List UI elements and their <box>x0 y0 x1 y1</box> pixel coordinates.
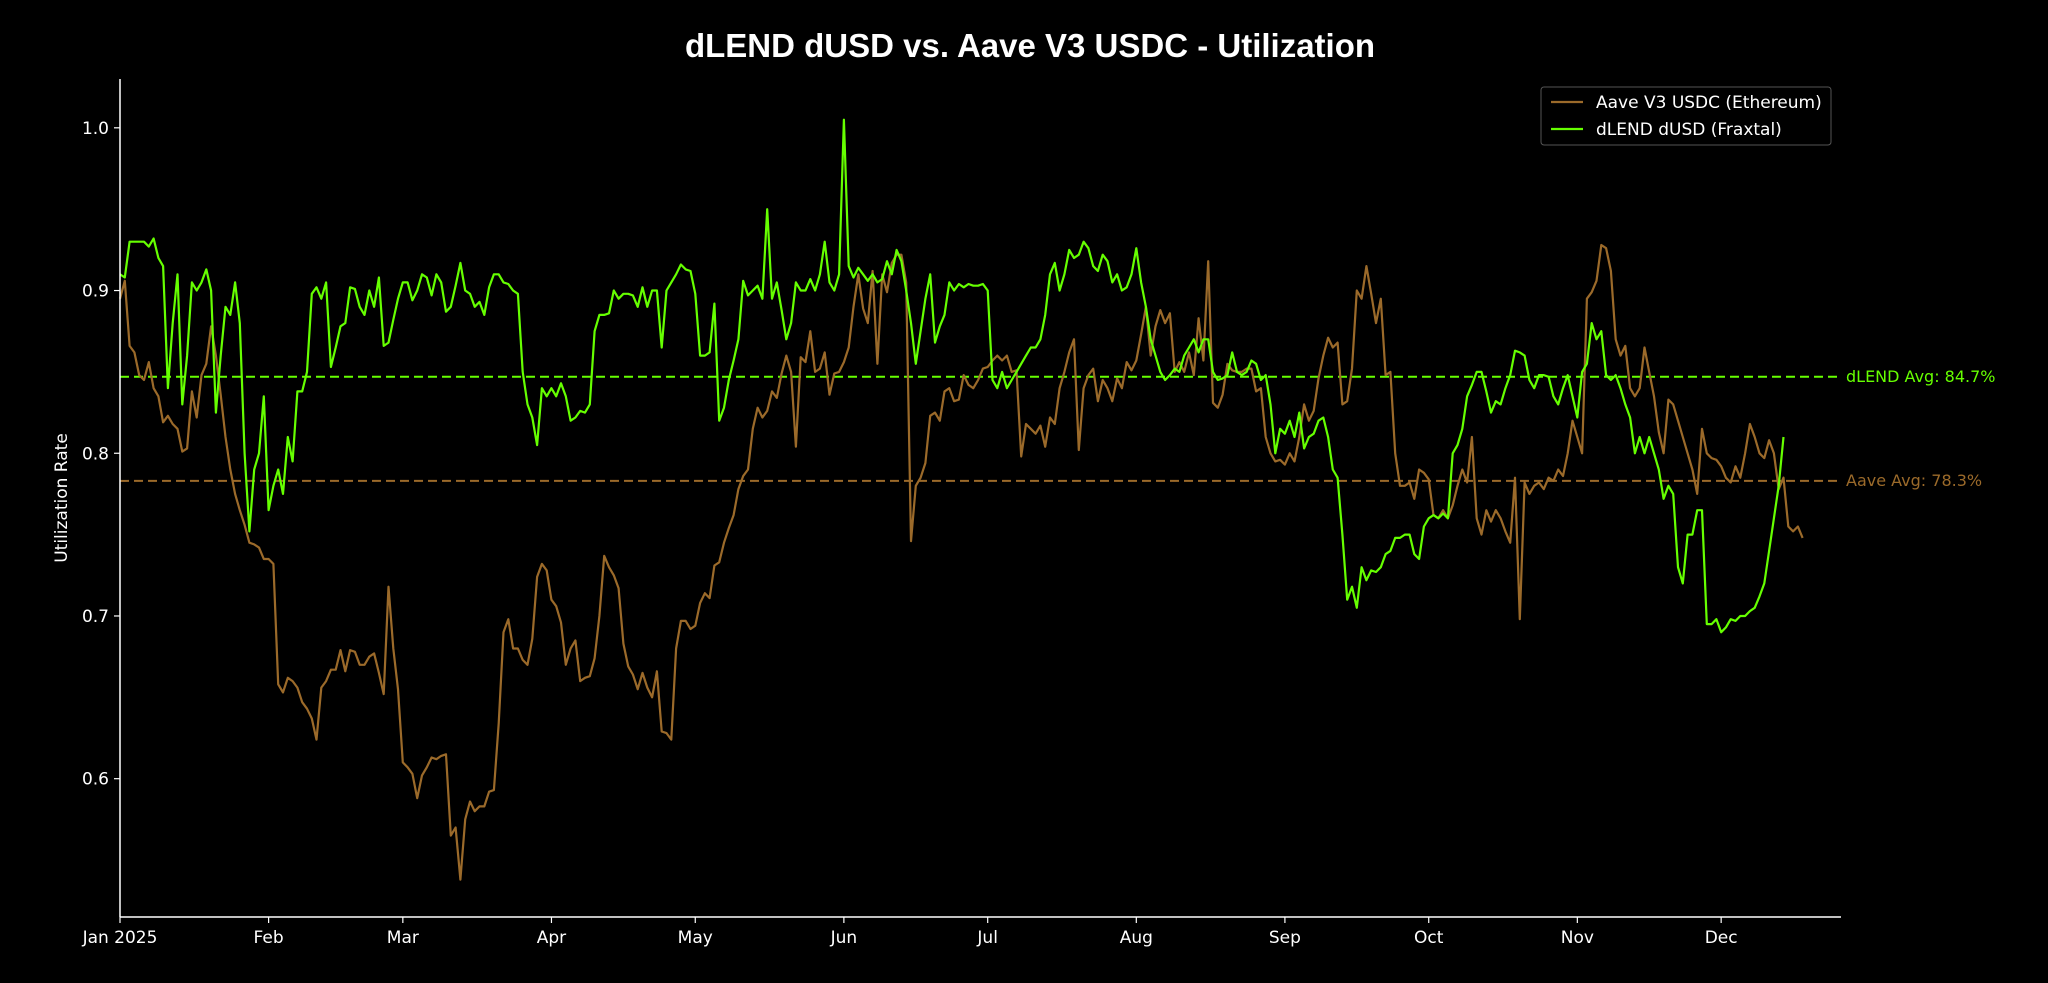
x-tick-label: Jul <box>976 928 998 948</box>
x-tick-label: Oct <box>1414 928 1444 948</box>
axes: 0.6 0.7 0.8 0.9 1.0 Jan 2025 Feb Mar Apr May Jun Ju… <box>82 79 1841 948</box>
dlend-dusd-fraxtal-series-line <box>119 118 1785 634</box>
legend-box <box>1540 86 1832 146</box>
y-tick-label: 0.9 <box>82 282 109 302</box>
x-tick-label: Aug <box>1120 928 1153 948</box>
x-tick-label: Apr <box>537 928 566 948</box>
x-tick-label: Mar <box>387 928 419 948</box>
chart-title: dLEND dUSD vs. Aave V3 USDC - Utilizatio… <box>685 27 1375 64</box>
y-tick-label: 1.0 <box>82 119 109 139</box>
x-tick-label: Nov <box>1561 928 1594 948</box>
aave-v3-usdc-ethereum-series-line <box>118 243 1804 881</box>
x-tick-label: Feb <box>254 928 284 948</box>
x-tick-label: Sep <box>1269 928 1301 948</box>
legend: Aave V3 USDC (Ethereum) dLEND dUSD (Fraxt… <box>1540 86 1832 146</box>
legend-label: Aave V3 USDC (Ethereum) <box>1596 93 1822 113</box>
y-tick-label: 0.8 <box>82 444 109 464</box>
series-lines <box>118 118 1804 881</box>
aave-avg-label: Aave Avg: 78.3% <box>1846 471 1982 490</box>
x-tick-label: May <box>678 928 713 948</box>
y-tick-label: 0.6 <box>82 770 109 790</box>
dlend-avg-label: dLEND Avg: 84.7% <box>1846 367 1996 386</box>
x-tick-label: Jun <box>830 928 858 948</box>
y-axis-label: Utilization Rate <box>52 433 72 563</box>
y-tick-label: 0.7 <box>82 607 109 627</box>
x-tick-label: Dec <box>1705 928 1738 948</box>
x-tick-label: Jan 2025 <box>82 928 158 948</box>
legend-label: dLEND dUSD (Fraxtal) <box>1596 120 1782 140</box>
